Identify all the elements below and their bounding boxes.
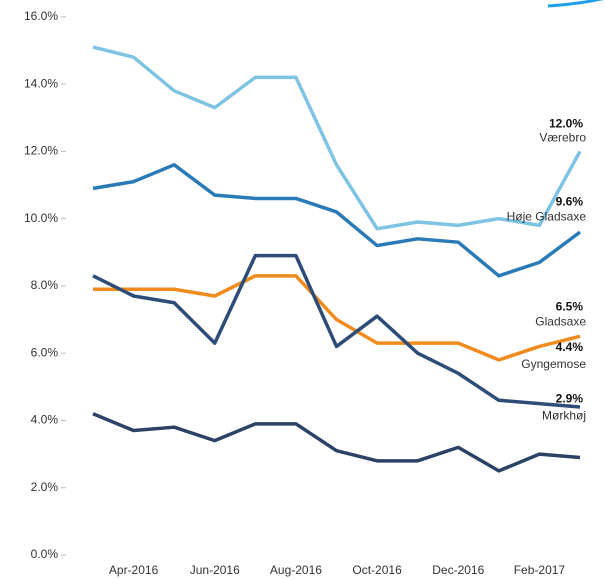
decoration-arc	[547, 0, 604, 8]
y-tick-label: 0.0%	[31, 547, 59, 561]
series-line	[92, 45, 582, 231]
end-value-label: 4.4%	[556, 340, 584, 354]
x-tick-label: Oct-2016	[352, 563, 402, 577]
x-tick-label: Aug-2016	[270, 563, 322, 577]
series-line	[92, 253, 581, 409]
y-tick-label: 16.0%	[24, 9, 58, 23]
x-tick-label: Feb-2017	[514, 563, 566, 577]
y-tick-label: 12.0%	[24, 144, 58, 158]
y-tick-label: 4.0%	[31, 413, 59, 427]
y-tick-label: 10.0%	[24, 211, 58, 225]
y-tick-label: 8.0%	[31, 278, 59, 292]
x-tick-label: Apr-2016	[109, 563, 159, 577]
series-line	[92, 412, 581, 473]
end-value-label: 2.9%	[556, 392, 584, 406]
series-line	[93, 274, 581, 362]
x-tick-label: Jun-2016	[190, 563, 240, 577]
legend-label: Høje Gladsaxe	[507, 209, 587, 223]
end-value-label: 9.6%	[556, 194, 584, 208]
legend-label: Mørkhøj	[542, 409, 586, 423]
y-tick-label: 6.0%	[31, 345, 59, 359]
end-value-label: 6.5%	[556, 300, 584, 314]
end-value-label: 12.0%	[549, 117, 583, 131]
series-line	[92, 163, 582, 278]
x-tick-label: Dec-2016	[432, 563, 484, 577]
legend-label: Gyngemose	[521, 357, 586, 371]
y-tick-label: 2.0%	[31, 480, 59, 494]
legend-label: Gladsaxe	[535, 315, 586, 329]
y-tick-label: 14.0%	[24, 76, 58, 90]
legend-label: Værebro	[539, 131, 586, 145]
